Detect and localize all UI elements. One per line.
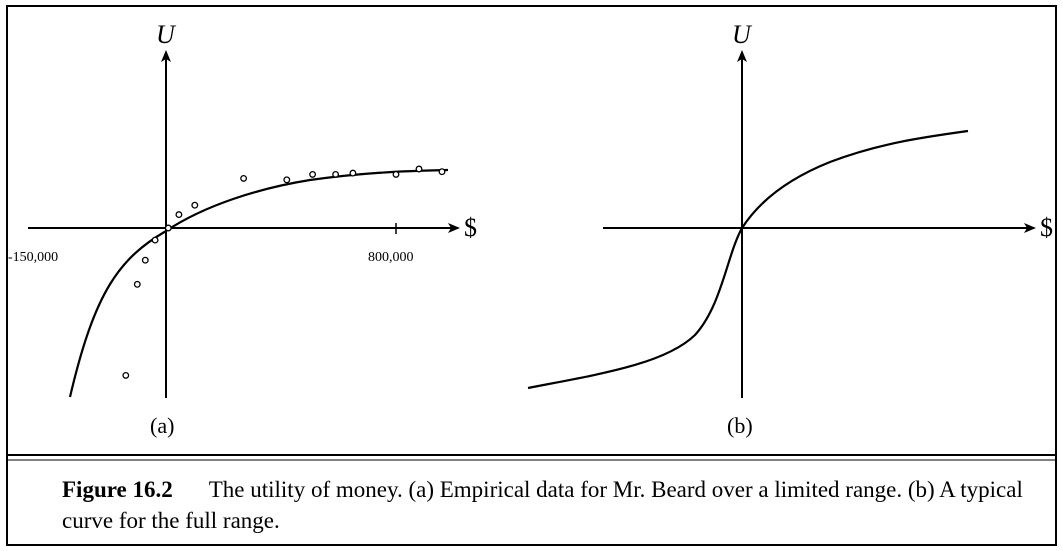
- figure-caption-label: Figure 16.2: [62, 477, 173, 502]
- panel-a-data-point-9: [309, 170, 317, 178]
- panel-a-label: (a): [150, 413, 174, 438]
- panel-a-tick-label-min: -150,000: [8, 250, 58, 265]
- panel-b-y-label: U: [732, 20, 753, 49]
- panel-a-data-point-12: [392, 170, 400, 178]
- panel-b-x-label: $: [1040, 213, 1053, 242]
- panel-a-data-point-2: [141, 256, 149, 264]
- panel-a-data-point-1: [133, 280, 141, 288]
- panel-a-data-points: [122, 165, 446, 379]
- figure-caption-text: The utility of money. (a) Empirical data…: [62, 477, 1023, 533]
- panel-a-tick-label-max: 800,000: [368, 250, 414, 265]
- panel-a: $ U -150,000 800,000 (a): [8, 20, 477, 438]
- panel-a-data-point-7: [240, 174, 248, 182]
- panel-a-fitted-curve: [68, 168, 449, 398]
- panel-b-curve: [527, 129, 969, 390]
- panel-a-y-label: U: [156, 20, 177, 49]
- panel-a-data-point-3: [151, 236, 159, 244]
- panel-b: $ U (b): [527, 20, 1053, 438]
- figure-frame: [6, 5, 1057, 546]
- panel-a-data-point-4: [164, 224, 172, 232]
- figure-caption: Figure 16.2 The utility of money. (a) Emp…: [62, 474, 1042, 536]
- panel-a-data-point-13: [415, 165, 423, 173]
- panel-a-data-point-14: [438, 168, 446, 176]
- panel-a-data-point-5: [175, 211, 183, 219]
- panel-a-data-point-11: [349, 169, 357, 177]
- panel-b-label: (b): [727, 413, 753, 438]
- panel-a-data-point-8: [283, 176, 291, 184]
- panel-a-data-point-10: [332, 170, 340, 178]
- panel-a-x-label: $: [464, 213, 477, 242]
- panel-a-data-point-0: [122, 371, 130, 379]
- panel-a-data-point-6: [191, 201, 199, 209]
